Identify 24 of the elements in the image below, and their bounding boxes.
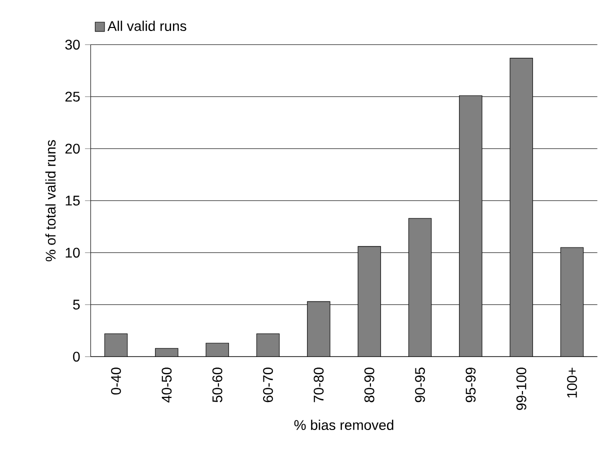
x-tick-label: 80-90 <box>364 368 374 402</box>
x-tick-label: 60-70 <box>263 368 273 402</box>
x-tick-label: 99-100 <box>516 368 526 410</box>
y-tick-label: 20 <box>65 144 80 154</box>
y-tick-label: 30 <box>65 40 80 50</box>
x-axis-title: % bias removed <box>294 420 394 430</box>
y-tick-label: 10 <box>66 248 80 258</box>
x-tick-label: 100+ <box>567 368 577 398</box>
y-tick-label: 25 <box>65 92 80 102</box>
y-tick-label: 5 <box>73 300 80 310</box>
x-tick-label: 40-50 <box>162 368 172 403</box>
x-tick-label: 50-60 <box>212 368 222 402</box>
bar <box>206 342 229 357</box>
x-tick-label: 90-95 <box>415 368 425 402</box>
legend-label: All valid runs <box>107 20 186 31</box>
y-axis-title: % of total valid runs <box>45 140 56 262</box>
bar <box>155 348 178 357</box>
y-tick-label: 15 <box>66 196 80 206</box>
y-tick-label: 0 <box>73 352 80 362</box>
x-tick-label: 95-99 <box>466 368 476 402</box>
bar <box>104 334 128 357</box>
bar <box>256 334 280 357</box>
x-tick-label: 0-40 <box>111 368 121 395</box>
x-tick-label: 70-80 <box>314 368 324 402</box>
